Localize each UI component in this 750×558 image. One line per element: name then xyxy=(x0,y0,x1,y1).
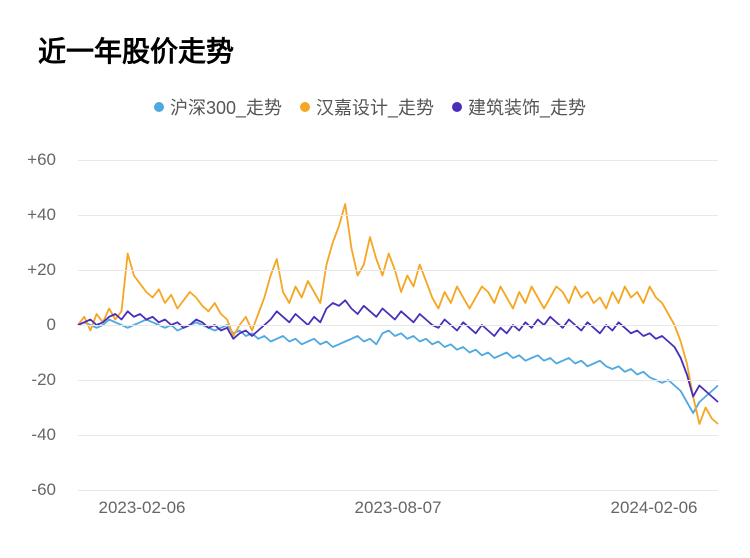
y-tick-label: -60 xyxy=(0,480,56,500)
series-line xyxy=(78,300,718,402)
x-tick-label: 2024-02-06 xyxy=(611,498,698,518)
y-tick-label: 0 xyxy=(0,315,56,335)
legend-label: 建筑装饰_走势 xyxy=(468,94,586,120)
stock-trend-chart: 近一年股价走势 沪深300_走势 汉嘉设计_走势 建筑装饰_走势 +60 +40 +… xyxy=(0,0,750,558)
y-tick-label: +60 xyxy=(0,150,56,170)
grid-line xyxy=(78,435,718,436)
grid-line xyxy=(78,325,718,326)
x-tick-label: 2023-08-07 xyxy=(355,498,442,518)
legend-label: 沪深300_走势 xyxy=(170,94,282,120)
grid-line xyxy=(78,380,718,381)
x-axis-labels: 2023-02-06 2023-08-07 2024-02-06 xyxy=(78,498,718,528)
x-tick-label: 2023-02-06 xyxy=(99,498,186,518)
chart-title: 近一年股价走势 xyxy=(10,20,730,70)
grid-line xyxy=(78,215,718,216)
grid-line xyxy=(78,270,718,271)
y-tick-label: -20 xyxy=(0,370,56,390)
grid-line xyxy=(78,490,718,491)
grid-line xyxy=(78,160,718,161)
legend-item: 汉嘉设计_走势 xyxy=(300,94,434,120)
legend-dot-icon xyxy=(452,102,462,112)
legend-item: 建筑装饰_走势 xyxy=(452,94,586,120)
plot-area xyxy=(78,160,718,490)
legend-dot-icon xyxy=(154,102,164,112)
chart-legend: 沪深300_走势 汉嘉设计_走势 建筑装饰_走势 xyxy=(10,94,730,120)
legend-item: 沪深300_走势 xyxy=(154,94,282,120)
y-axis-labels: +60+40+200-20-40-60 xyxy=(0,160,68,490)
y-tick-label: -40 xyxy=(0,425,56,445)
y-tick-label: +40 xyxy=(0,205,56,225)
y-tick-label: +20 xyxy=(0,260,56,280)
legend-dot-icon xyxy=(300,102,310,112)
series-line xyxy=(78,320,718,414)
legend-label: 汉嘉设计_走势 xyxy=(316,94,434,120)
